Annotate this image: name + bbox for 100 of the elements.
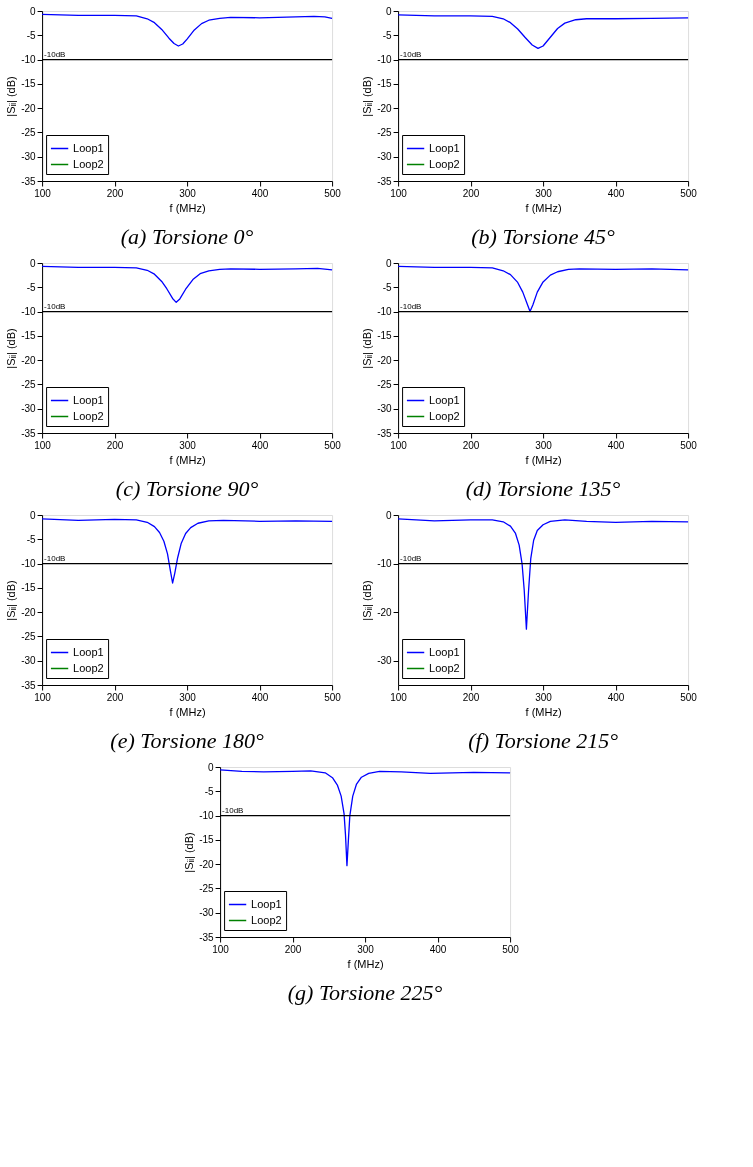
legend-label: Loop2 bbox=[73, 157, 104, 170]
y-tick-label: 0 bbox=[386, 509, 393, 521]
y-tick-label: 0 bbox=[30, 257, 37, 269]
y-axis-title: |Sᵢᵢ| (dB) bbox=[183, 832, 196, 873]
legend-label: Loop2 bbox=[429, 409, 460, 422]
x-tick-label: 400 bbox=[607, 691, 625, 703]
x-tick-label: 200 bbox=[106, 439, 124, 451]
text: (e) Torsione 180° bbox=[110, 728, 264, 753]
x-tick-label: 100 bbox=[390, 187, 408, 199]
text: (b) Torsione 45° bbox=[471, 224, 616, 249]
y-tick-label: -35 bbox=[377, 427, 393, 439]
y-tick-label: -20 bbox=[199, 858, 215, 870]
x-tick-label: 100 bbox=[212, 943, 230, 955]
y-tick-label: -30 bbox=[21, 655, 37, 667]
x-axis-title: f (MHz) bbox=[169, 453, 206, 466]
y-tick-label: -20 bbox=[21, 354, 37, 366]
y-tick-label: -10 bbox=[21, 306, 37, 318]
y-tick-label: -10 bbox=[21, 558, 37, 570]
y-tick-label: -20 bbox=[21, 102, 37, 114]
x-tick-label: 100 bbox=[390, 691, 408, 703]
y-axis-title: |Sᵢᵢ| (dB) bbox=[361, 580, 374, 621]
x-tick-label: 200 bbox=[462, 187, 480, 199]
x-tick-label: 400 bbox=[429, 943, 447, 955]
y-tick-label: 0 bbox=[386, 257, 393, 269]
y-tick-label: -5 bbox=[382, 281, 392, 293]
y-tick-label: -15 bbox=[21, 582, 37, 594]
text: (c) Torsione 90° bbox=[115, 476, 259, 501]
ref-line-label: -10dB bbox=[44, 49, 66, 59]
y-tick-label: -35 bbox=[199, 931, 215, 943]
x-tick-label: 200 bbox=[462, 439, 480, 451]
legend-label: Loop1 bbox=[73, 393, 104, 406]
y-tick-label: 0 bbox=[30, 509, 37, 521]
legend-label: Loop2 bbox=[429, 661, 460, 674]
y-tick-label: -5 bbox=[26, 29, 36, 41]
text: (d) Torsione 135° bbox=[465, 476, 621, 501]
x-tick-label: 500 bbox=[324, 439, 342, 451]
legend-label: Loop2 bbox=[73, 409, 104, 422]
y-tick-label: -5 bbox=[382, 29, 392, 41]
y-tick-label: -20 bbox=[377, 606, 393, 618]
y-axis-title: |Sᵢᵢ| (dB) bbox=[361, 76, 374, 117]
y-tick-label: -5 bbox=[204, 785, 214, 797]
y-tick-label: 0 bbox=[208, 761, 215, 773]
y-tick-label: -10 bbox=[377, 306, 393, 318]
legend-label: Loop2 bbox=[429, 157, 460, 170]
legend-label: Loop2 bbox=[251, 913, 282, 926]
x-tick-label: 100 bbox=[34, 691, 52, 703]
legend-label: Loop1 bbox=[251, 897, 282, 910]
ref-line-label: -10dB bbox=[400, 553, 422, 563]
y-tick-label: -5 bbox=[26, 281, 36, 293]
y-tick-label: -15 bbox=[21, 78, 37, 90]
y-tick-label: -10 bbox=[377, 558, 393, 570]
x-axis-title: f (MHz) bbox=[347, 957, 384, 970]
y-tick-label: 0 bbox=[386, 5, 393, 17]
x-tick-label: 100 bbox=[34, 187, 52, 199]
x-tick-label: 200 bbox=[106, 691, 124, 703]
y-tick-label: -25 bbox=[377, 378, 393, 390]
y-tick-label: -30 bbox=[21, 151, 37, 163]
x-tick-label: 500 bbox=[680, 691, 698, 703]
x-tick-label: 400 bbox=[251, 691, 269, 703]
legend-label: Loop1 bbox=[73, 645, 104, 658]
ref-line-label: -10dB bbox=[44, 553, 66, 563]
x-axis-title: f (MHz) bbox=[525, 453, 562, 466]
y-tick-label: -20 bbox=[377, 102, 393, 114]
y-tick-label: -5 bbox=[26, 533, 36, 545]
y-axis-title: |Sᵢᵢ| (dB) bbox=[361, 328, 374, 369]
x-tick-label: 400 bbox=[607, 439, 625, 451]
legend-label: Loop1 bbox=[429, 393, 460, 406]
x-axis-title: f (MHz) bbox=[525, 705, 562, 718]
y-tick-label: -25 bbox=[377, 126, 393, 138]
x-tick-label: 200 bbox=[284, 943, 302, 955]
x-tick-label: 300 bbox=[179, 439, 197, 451]
x-tick-label: 400 bbox=[251, 439, 269, 451]
x-axis-title: f (MHz) bbox=[525, 201, 562, 214]
y-axis-title: |Sᵢᵢ| (dB) bbox=[5, 328, 18, 369]
x-tick-label: 200 bbox=[462, 691, 480, 703]
x-tick-label: 200 bbox=[106, 187, 124, 199]
y-tick-label: -10 bbox=[199, 810, 215, 822]
text: (f) Torsione 215° bbox=[468, 728, 619, 753]
legend-label: Loop2 bbox=[73, 661, 104, 674]
x-tick-label: 400 bbox=[251, 187, 269, 199]
y-tick-label: -35 bbox=[377, 175, 393, 187]
x-tick-label: 500 bbox=[324, 187, 342, 199]
legend-label: Loop1 bbox=[429, 141, 460, 154]
y-tick-label: -20 bbox=[21, 606, 37, 618]
ref-line-label: -10dB bbox=[400, 301, 422, 311]
y-tick-label: -30 bbox=[377, 151, 393, 163]
y-axis-title: |Sᵢᵢ| (dB) bbox=[5, 580, 18, 621]
x-tick-label: 300 bbox=[357, 943, 375, 955]
y-tick-label: -30 bbox=[199, 907, 215, 919]
x-tick-label: 500 bbox=[680, 439, 698, 451]
x-axis-title: f (MHz) bbox=[169, 201, 206, 214]
y-tick-label: -25 bbox=[199, 882, 215, 894]
y-tick-label: -10 bbox=[377, 54, 393, 66]
x-tick-label: 500 bbox=[324, 691, 342, 703]
y-tick-label: -15 bbox=[377, 330, 393, 342]
x-tick-label: 500 bbox=[502, 943, 520, 955]
ref-line-label: -10dB bbox=[400, 49, 422, 59]
x-tick-label: 300 bbox=[535, 691, 553, 703]
x-tick-label: 400 bbox=[607, 187, 625, 199]
x-tick-label: 100 bbox=[34, 439, 52, 451]
